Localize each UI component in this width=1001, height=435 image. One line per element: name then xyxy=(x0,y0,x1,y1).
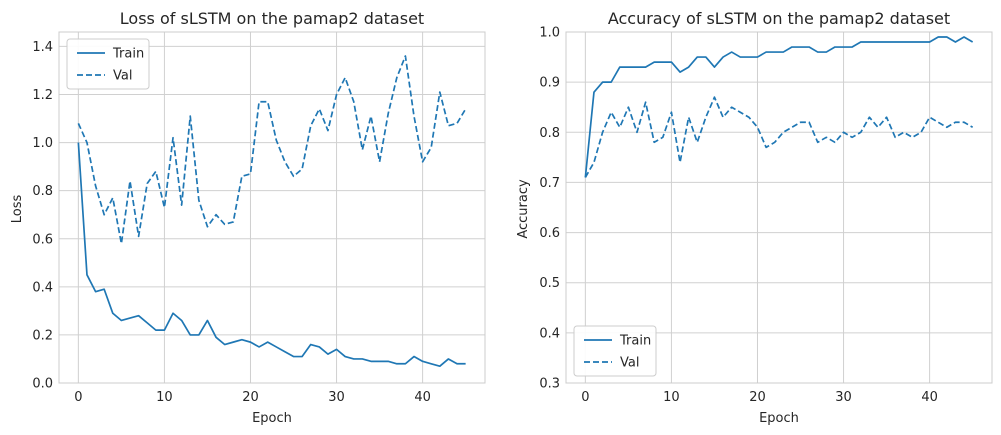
loss-ticks: 0.0 0.2 0.4 0.6 0.8 1.0 1.2 1.4 0 10 20 30 40 xyxy=(32,40,431,405)
accuracy-ytick-label: 0.7 xyxy=(539,176,560,191)
loss-ytick-label: 1.4 xyxy=(32,40,53,55)
loss-ytick-label: 0.0 xyxy=(32,377,53,392)
loss-xtick-label: 30 xyxy=(328,390,345,405)
accuracy-legend-box xyxy=(573,325,657,377)
loss-xtick-label: 0 xyxy=(74,390,82,405)
loss-chart-title: Loss of sLSTM on the pamap2 dataset xyxy=(120,9,424,28)
loss-ytick-label: 0.8 xyxy=(32,184,53,199)
loss-ytick-label: 0.4 xyxy=(32,280,53,295)
accuracy-chart-panel: Accuracy of sLSTM on the pamap2 dataset … xyxy=(516,9,993,426)
accuracy-xtick-label: 40 xyxy=(921,390,938,405)
accuracy-legend-label-train: Train xyxy=(619,334,651,349)
loss-plot-frame xyxy=(58,31,486,384)
accuracy-chart-ylabel: Accuracy xyxy=(516,179,531,239)
loss-chart-panel: Loss of sLSTM on the pamap2 dataset Epoc… xyxy=(10,9,486,426)
accuracy-chart-title: Accuracy of sLSTM on the pamap2 dataset xyxy=(608,9,950,28)
loss-xtick-label: 20 xyxy=(242,390,259,405)
accuracy-ytick-label: 0.8 xyxy=(539,126,560,141)
accuracy-chart-xlabel: Epoch xyxy=(759,411,799,426)
loss-series xyxy=(77,55,467,368)
loss-series-train-line xyxy=(77,142,466,368)
loss-chart-ylabel: Loss xyxy=(10,195,25,224)
loss-legend-label-val: Val xyxy=(113,69,132,84)
loss-chart-xlabel: Epoch xyxy=(252,411,292,426)
accuracy-ytick-label: 0.6 xyxy=(539,226,560,241)
loss-xtick-label: 10 xyxy=(156,390,173,405)
accuracy-xtick-label: 30 xyxy=(835,390,852,405)
accuracy-series-train-line xyxy=(584,36,974,178)
accuracy-legend-label-val: Val xyxy=(620,356,639,371)
accuracy-xtick-label: 10 xyxy=(663,390,680,405)
accuracy-series-val-line xyxy=(584,96,974,178)
accuracy-ytick-label: 0.5 xyxy=(539,276,560,291)
loss-series-val-line xyxy=(77,55,467,245)
accuracy-legend: Train Val xyxy=(573,325,657,377)
accuracy-xtick-label: 0 xyxy=(581,390,589,405)
accuracy-ytick-label: 1.0 xyxy=(539,26,560,41)
accuracy-ytick-label: 0.4 xyxy=(539,326,560,341)
loss-legend-box xyxy=(66,38,150,90)
loss-ytick-label: 1.0 xyxy=(32,136,53,151)
loss-xtick-label: 40 xyxy=(414,390,431,405)
loss-legend: Train Val xyxy=(66,38,150,90)
loss-ytick-label: 0.6 xyxy=(32,232,53,247)
accuracy-ticks: 0.3 0.4 0.5 0.6 0.7 0.8 0.9 1.0 0 10 20 30 40 xyxy=(539,26,938,406)
loss-grid xyxy=(59,32,485,384)
accuracy-ytick-label: 0.9 xyxy=(539,76,560,91)
loss-legend-label-train: Train xyxy=(112,47,144,62)
accuracy-ytick-label: 0.3 xyxy=(539,377,560,392)
loss-ytick-label: 0.2 xyxy=(32,328,53,343)
accuracy-series xyxy=(584,36,974,178)
loss-ytick-label: 1.2 xyxy=(32,88,53,103)
accuracy-plot-frame xyxy=(565,31,993,384)
accuracy-xtick-label: 20 xyxy=(749,390,766,405)
